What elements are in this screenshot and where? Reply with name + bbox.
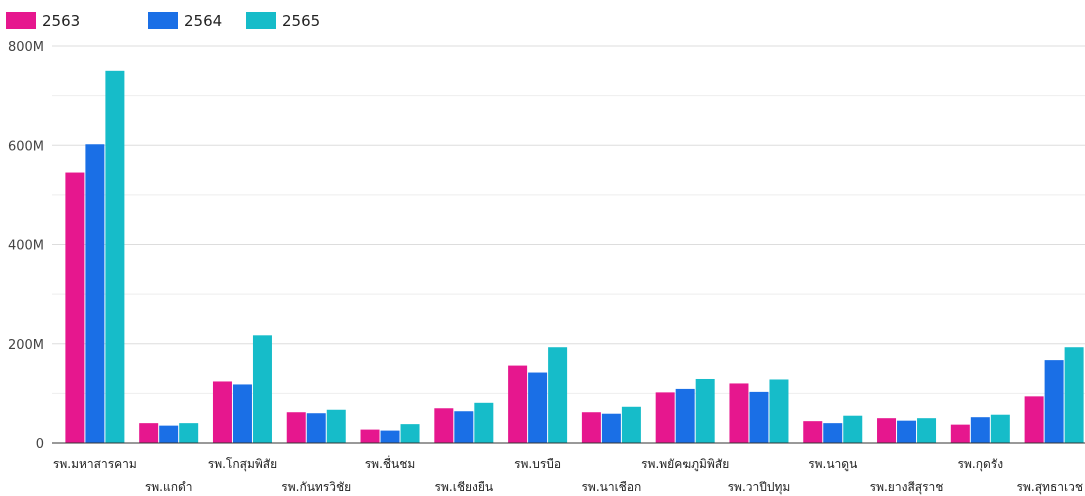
y-tick-label: 800M [8,40,44,55]
bar-2565-1[interactable] [179,423,199,443]
bar-2565-4[interactable] [400,424,420,443]
legend-item-2564[interactable]: 2564 [148,12,222,30]
x-category-label: รพ.สุทธาเวช [1017,480,1083,495]
bar-2565-0[interactable] [105,70,125,443]
bar-2565-5[interactable] [474,402,494,443]
bar-2564-5[interactable] [454,411,474,443]
bar-2565-6[interactable] [548,347,568,443]
bar-2563-10[interactable] [803,421,823,443]
gridlines [52,45,1085,394]
x-category-label: รพ.นาเชือก [581,480,641,494]
bar-2564-4[interactable] [380,430,400,443]
x-category-label: รพ.กันทรวิชัย [281,480,351,494]
bar-2564-2[interactable] [232,384,252,443]
y-tick-label: 600M [8,139,44,154]
bar-2565-11[interactable] [917,418,937,443]
bar-2565-7[interactable] [621,406,641,443]
bar-2565-8[interactable] [695,378,715,443]
x-category-label: รพ.บรบือ [514,457,561,471]
x-category-label: รพ.โกสุมพิสัย [208,457,277,472]
bar-2564-9[interactable] [749,391,769,443]
x-category-label: รพ.มหาสารคาม [53,457,137,471]
bar-2564-1[interactable] [159,425,179,443]
legend-swatch [246,12,276,29]
y-axis: 0 200M 400M 600M 800M [8,40,44,452]
bar-2563-4[interactable] [360,429,380,443]
bar-2563-12[interactable] [950,424,970,443]
bar-2565-13[interactable] [1064,347,1084,443]
y-tick-label: 200M [8,338,44,353]
legend-label: 2565 [282,12,320,30]
bar-2563-13[interactable] [1024,396,1044,443]
bar-2564-13[interactable] [1044,360,1064,443]
bar-2564-10[interactable] [823,423,843,443]
bar-2563-9[interactable] [729,383,749,443]
bar-2564-7[interactable] [601,413,621,443]
legend[interactable]: 2563 2564 2565 [6,12,320,30]
x-category-label: รพ.กุดรัง [958,457,1004,472]
bar-2563-1[interactable] [139,423,159,443]
legend-item-2565[interactable]: 2565 [246,12,320,30]
bar-2563-2[interactable] [212,381,232,443]
bar-2564-0[interactable] [85,144,105,443]
bar-2565-10[interactable] [843,415,863,443]
bar-2564-12[interactable] [970,417,990,443]
bar-2565-12[interactable] [990,414,1010,443]
bar-2565-2[interactable] [252,335,272,443]
bar-2563-8[interactable] [655,392,675,443]
bar-2563-6[interactable] [508,365,528,443]
bar-2564-6[interactable] [528,372,548,443]
x-category-label: รพ.วาปีปทุม [728,480,791,495]
bar-2563-0[interactable] [65,172,85,443]
bar-2563-7[interactable] [581,412,601,443]
bar-2563-3[interactable] [286,412,306,443]
bar-2565-9[interactable] [769,379,789,443]
x-category-label: รพ.นาดูน [808,457,857,472]
legend-swatch [6,12,36,29]
bar-2565-3[interactable] [326,409,346,443]
legend-item-2563[interactable]: 2563 [6,12,80,30]
x-category-label: รพ.เชียงยืน [435,480,494,494]
bar-2563-5[interactable] [434,408,454,443]
y-tick-label: 400M [8,239,44,254]
x-category-label: รพ.ชื่นชม [365,455,416,471]
legend-label: 2563 [42,12,80,30]
bar-2564-11[interactable] [897,420,917,443]
bar-2564-3[interactable] [306,413,326,443]
bar-2563-11[interactable] [877,418,897,443]
x-category-label: รพ.ยางสีสุราช [870,480,944,495]
x-category-label: รพ.แกดำ [145,480,193,494]
y-tick-label: 0 [36,437,44,452]
x-category-label: รพ.พยัคฆภูมิพิสัย [641,457,729,472]
bars [65,70,1084,443]
bar-2564-8[interactable] [675,388,695,443]
legend-label: 2564 [184,12,222,30]
legend-swatch [148,12,178,29]
